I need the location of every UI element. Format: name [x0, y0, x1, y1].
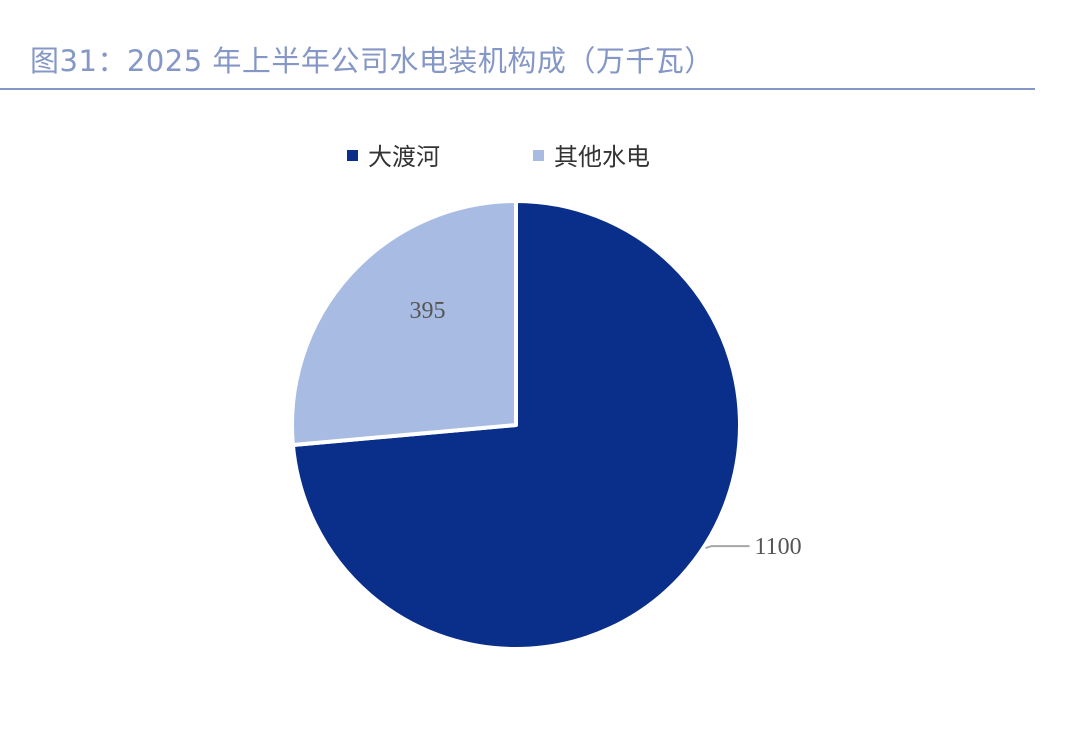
leader-line	[705, 545, 750, 550]
legend-swatch-0	[347, 150, 358, 161]
title-divider	[0, 88, 1035, 90]
legend-swatch-1	[533, 150, 544, 161]
legend-label-0: 大渡河	[368, 143, 440, 171]
pie-slice-1	[290, 199, 518, 447]
legend: 大渡河 其他水电	[347, 143, 650, 171]
data-label-其他水电: 395	[410, 298, 446, 324]
pie-slices	[290, 199, 742, 651]
chart-title: 图31：2025 年上半年公司水电装机构成（万千瓦）	[30, 44, 714, 78]
data-label-大渡河: 1100	[755, 534, 802, 560]
data-labels: 395 1100	[410, 298, 802, 560]
legend-label-1: 其他水电	[554, 143, 650, 171]
